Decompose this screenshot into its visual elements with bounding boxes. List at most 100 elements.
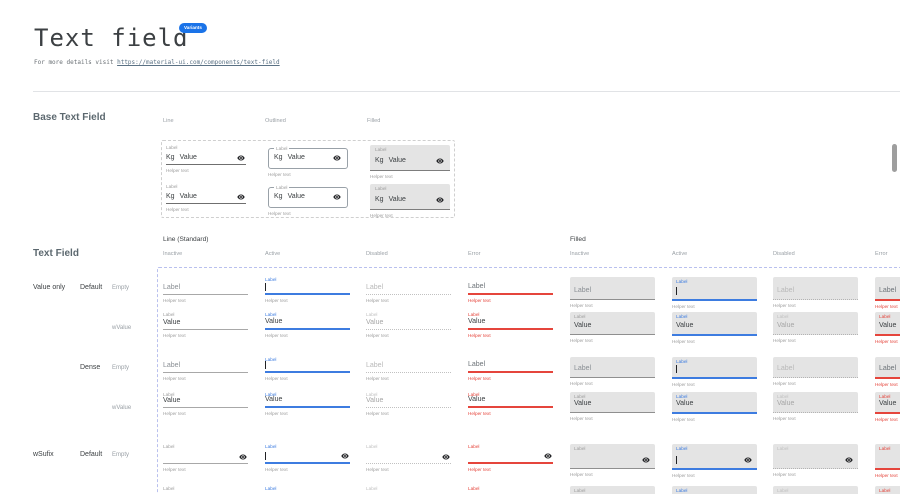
- textfield-line-inactive-empty[interactable]: Label Helper text: [163, 444, 248, 472]
- textfield-filled-disabled-empty[interactable]: Label Helper text: [773, 277, 858, 308]
- textfield-line-disabled-empty[interactable]: Label Helper text: [366, 444, 451, 472]
- field-label: Label: [375, 147, 387, 152]
- base-textfield-filled[interactable]: Label Kg Value Helper text: [370, 184, 450, 218]
- textfield-line-inactive-empty[interactable]: Label Helper text: [163, 277, 248, 303]
- field-label: Label: [265, 486, 277, 491]
- field-label: Label: [166, 184, 178, 189]
- field-label: [777, 279, 854, 286]
- visibility-icon[interactable]: [239, 453, 247, 461]
- textfield-line-disabled-empty[interactable]: Label Helper text: [366, 277, 451, 303]
- scrollbar-thumb[interactable]: [892, 144, 897, 172]
- variant-group-header: Filled: [570, 236, 586, 243]
- field-input: Label: [163, 284, 248, 295]
- visibility-icon[interactable]: [333, 193, 341, 201]
- visibility-icon[interactable]: [744, 456, 752, 464]
- textfield-line-inactive-empty[interactable]: Label Helper text: [163, 357, 248, 381]
- field-helper: Helper text: [570, 338, 593, 343]
- base-textfield-filled[interactable]: Label Kg Value Helper text: [370, 145, 450, 179]
- filled-box: Label: [570, 357, 655, 378]
- field-input: [468, 451, 553, 464]
- field-input: Value: [366, 319, 451, 330]
- field-label: Label: [366, 486, 378, 491]
- subtitle: For more details visit https://material-…: [34, 59, 280, 66]
- visibility-icon[interactable]: [642, 456, 650, 464]
- visibility-icon[interactable]: [333, 154, 341, 162]
- field-value: Value: [777, 322, 795, 329]
- textfield-filled-active-empty[interactable]: Label Helper text: [672, 357, 757, 387]
- textfield-filled-inactive-empty[interactable]: Label Helper text: [570, 357, 655, 386]
- textfield-filled-error-empty[interactable]: Label Helper text: [875, 444, 900, 478]
- textfield-line-active-empty[interactable]: Label Helper text: [265, 444, 350, 472]
- visibility-icon[interactable]: [436, 157, 444, 165]
- textfield-line-error-empty[interactable]: Label Helper text: [468, 444, 553, 472]
- state-matrix-group-outline: [157, 267, 900, 494]
- docs-link[interactable]: https://material-ui.com/components/text-…: [117, 59, 280, 66]
- outlined-box: Label Kg Value: [268, 185, 348, 208]
- text-cursor: [676, 365, 677, 373]
- textfield-line-error-empty[interactable]: Label Helper text: [468, 357, 553, 381]
- textfield-filled-error-empty[interactable]: Label Helper text: [875, 277, 900, 309]
- textfield-line-active-empty[interactable]: Label Helper text: [265, 277, 350, 303]
- base-textfield-line[interactable]: Label Kg Value Helper text: [166, 145, 246, 173]
- textfield-filled-disabled-empty[interactable]: Label Helper text: [773, 444, 858, 477]
- field-value: Value: [287, 193, 305, 200]
- field-input: [265, 283, 350, 295]
- visibility-icon[interactable]: [544, 452, 552, 460]
- textfield-line-disabled-empty[interactable]: Label Helper text: [366, 357, 451, 381]
- field-label: [163, 277, 248, 284]
- state-column-header: Disabled: [773, 251, 795, 257]
- textfield-filled-active-empty[interactable]: Label Helper text: [672, 277, 757, 309]
- visibility-icon[interactable]: [237, 154, 245, 162]
- field-value: Value: [265, 396, 283, 403]
- row-group-label: wSufix: [33, 451, 54, 458]
- textfield-filled-error-empty[interactable]: Label Helper text: [875, 357, 900, 387]
- filled-box: Label: [672, 277, 757, 301]
- visibility-icon[interactable]: [845, 456, 853, 464]
- field-helper: Helper text: [570, 472, 593, 477]
- base-textfield-outlined[interactable]: Label Kg Value Helper text: [268, 145, 348, 177]
- base-textfield-outlined[interactable]: Label Kg Value Helper text: [268, 184, 348, 216]
- filled-box: Label Value: [875, 312, 900, 336]
- field-input: Value: [163, 319, 248, 330]
- field-helper: Helper text: [265, 376, 288, 381]
- visibility-icon[interactable]: [341, 452, 349, 460]
- base-textfield-line[interactable]: Label Kg Value Helper text: [166, 184, 246, 212]
- visibility-icon[interactable]: [237, 193, 245, 201]
- visibility-icon[interactable]: [442, 453, 450, 461]
- field-value: Value: [879, 400, 897, 407]
- base-column-header: Line: [163, 118, 174, 124]
- textfield-filled-inactive-empty[interactable]: Label Helper text: [570, 444, 655, 477]
- field-input: Value: [163, 397, 248, 408]
- textfield-line-active-empty[interactable]: Label Helper text: [265, 357, 350, 381]
- row-group-label: Value only: [33, 284, 66, 291]
- textfield-filled-disabled-empty[interactable]: Label Helper text: [773, 357, 858, 386]
- visibility-icon[interactable]: [436, 196, 444, 204]
- textfield-line-error-empty[interactable]: Label Helper text: [468, 277, 553, 303]
- textfield-filled-active-empty[interactable]: Label Helper text: [672, 444, 757, 478]
- textfield-filled-inactive-empty[interactable]: Label Helper text: [570, 277, 655, 308]
